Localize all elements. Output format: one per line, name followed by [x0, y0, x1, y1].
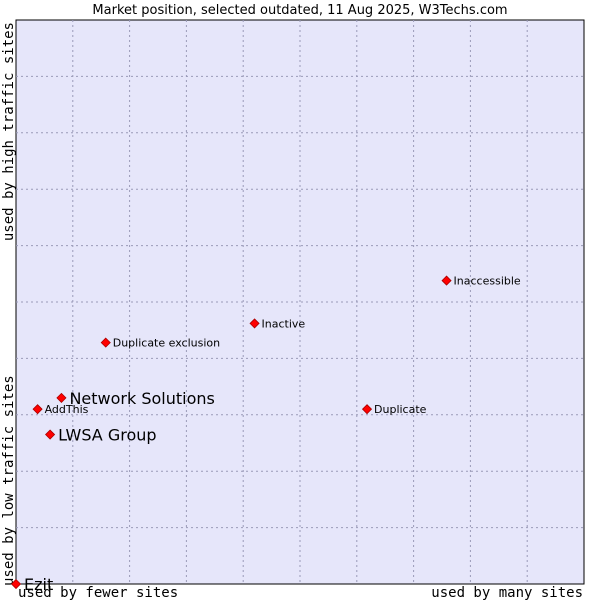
point-label: Inaccessible [454, 275, 521, 288]
point-label: Network Solutions [69, 389, 214, 408]
point-marker [10, 578, 22, 590]
x-axis-label-right: used by many sites [431, 585, 583, 600]
point-marker [45, 429, 56, 440]
chart-title: Market position, selected outdated, 11 A… [92, 3, 507, 18]
x-axis-label-left: used by fewer sites [18, 585, 178, 600]
point-ezit: Ezit [10, 575, 53, 594]
point-lwsa-group: LWSA Group [45, 426, 157, 445]
point-marker [56, 392, 67, 403]
point-label: Inactive [262, 317, 306, 330]
point-network-solutions: Network Solutions [56, 389, 215, 408]
point-marker [441, 275, 452, 286]
point-label: LWSA Group [58, 426, 156, 445]
point-label: AddThis [45, 403, 89, 416]
point-label: Duplicate [374, 403, 427, 416]
point-addthis: AddThis [32, 403, 89, 416]
point-marker [100, 337, 111, 348]
plot-area [15, 19, 585, 585]
point-duplicate: Duplicate [361, 403, 427, 416]
point-marker [249, 318, 260, 329]
point-marker [361, 404, 373, 415]
point-label: Ezit [24, 575, 53, 594]
point-inaccessible: Inaccessible [441, 275, 521, 288]
point-label: Duplicate exclusion [113, 337, 220, 350]
y-axis-label-top: used by high traffic sites [1, 22, 17, 241]
point-marker [32, 404, 43, 415]
point-duplicate-exclusion: Duplicate exclusion [100, 337, 220, 350]
y-axis-label-bottom: used by low traffic sites [1, 375, 17, 586]
point-inactive: Inactive [249, 317, 306, 330]
